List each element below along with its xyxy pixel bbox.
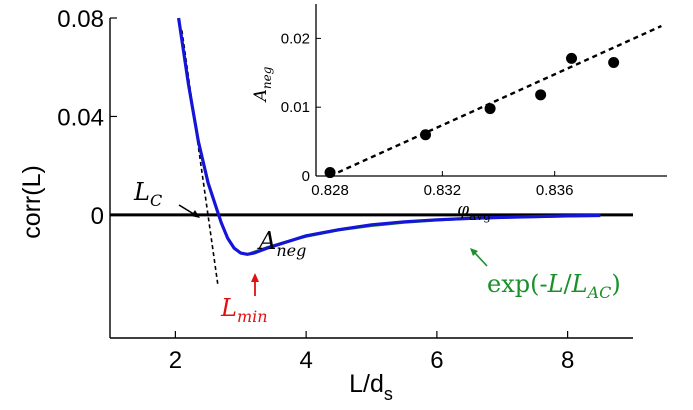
inset-x-tick-label: 0.828 [311,182,349,199]
lmin-label: Lmin [220,294,268,326]
inset-fit-group [329,24,662,178]
main-x-tick-label: 6 [430,347,443,374]
lmin-label-subscript: min [237,307,268,326]
fit-label-prefix: exp(- [487,270,548,298]
lmin-arrow [251,273,259,296]
lc-label-subscript: C [150,191,162,210]
inset-x-axis-title-subscript: avg [469,209,491,223]
fit-label-suffix: ) [611,270,620,298]
inset-axes-frame [315,4,667,177]
fit-label-slash: / [564,270,573,298]
inset-x-axis-title: φavg [457,200,491,223]
main-x-ticks: 2 4 6 8 [169,331,574,374]
inset-plot: 0.828 0.832 0.836 0 0.01 0.02 φavg Aneg [251,4,667,223]
main-x-tick-label: 8 [561,347,574,374]
fit-arrow [470,248,488,267]
inset-data-point [484,103,496,115]
x-axis-title-main: L/d [349,370,384,398]
fit-label-var2: L [571,270,588,298]
fit-label-subscript: AC [586,283,612,302]
fit-label: exp(-L/LAC) [487,270,621,302]
y-axis-title: corr(L) [18,165,46,239]
fit-label-var1: L [547,270,564,298]
x-axis-title-subscript: s [384,384,393,404]
main-series-group [177,17,601,286]
aneg-label: Aneg [257,227,306,260]
aneg-label-main: A [257,227,276,255]
main-y-tick-label: 0 [91,203,104,230]
main-y-ticks: 0.08 0.04 0 [57,6,117,230]
inset-data-point [608,56,620,68]
lc-label-main: L [133,178,150,206]
x-axis-title: L/ds [349,370,393,404]
inset-x-ticks: 0.828 0.832 0.836 [311,171,573,199]
inset-data-point [535,89,547,101]
main-x-tick-label: 4 [299,347,312,374]
lmin-label-main: L [220,294,237,322]
inset-x-axis-title-main: φ [457,200,469,220]
inset-y-axis-title-main: A [251,89,271,103]
inset-fit-line [329,24,662,178]
main-y-tick-label: 0.04 [57,104,104,131]
main-series-data [177,17,601,256]
main-y-tick-label: 0.08 [57,6,104,33]
inset-y-axis-title: Aneg [251,66,274,103]
inset-y-tick-label: 0 [302,168,310,185]
main-axes-frame [109,18,633,339]
lc-label: LC [133,178,162,210]
inset-background [316,4,667,176]
inset-data-point [420,129,432,141]
inset-y-axis-title-subscript: neg [260,66,274,89]
inset-y-tick-label: 0.02 [281,30,310,47]
inset-x-tick-label: 0.832 [424,182,462,199]
main-x-tick-label: 2 [169,347,182,374]
aneg-label-subscript: neg [276,241,306,260]
inset-data-point [566,52,578,64]
inset-x-tick-label: 0.836 [536,182,574,199]
inset-y-tick-label: 0.01 [281,99,310,116]
inset-y-ticks: 0 0.01 0.02 [281,30,321,185]
lc-arrow [178,204,200,218]
